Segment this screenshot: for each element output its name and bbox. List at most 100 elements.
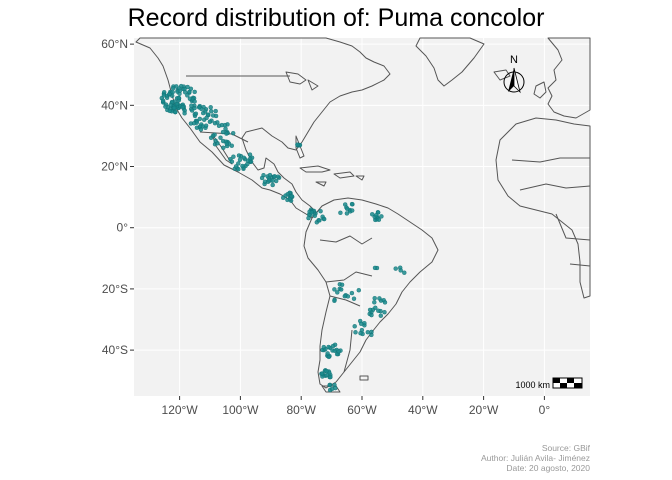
iceland-outline	[493, 69, 511, 81]
occurrence-point	[240, 163, 245, 169]
occurrence-point	[370, 212, 375, 217]
occurrence-point	[163, 104, 168, 109]
occurrence-point	[373, 305, 378, 310]
occurrence-point	[374, 212, 379, 218]
north-arrow: N	[503, 54, 525, 94]
occurrence-point	[197, 116, 203, 122]
occurrence-point	[196, 105, 202, 110]
occurrence-point	[236, 161, 241, 166]
occurrence-point	[349, 201, 355, 207]
scale-bar-segment	[574, 383, 582, 388]
occurrence-point	[161, 93, 167, 98]
occurrence-point	[236, 153, 242, 158]
occurrence-point	[231, 154, 236, 159]
occurrence-point	[342, 294, 347, 299]
occurrence-point	[198, 127, 204, 132]
occurrence-point	[377, 296, 382, 301]
scale-bar-label: 1000 km	[515, 380, 550, 390]
occurrence-point	[173, 109, 178, 115]
y-tick-label: 40°N	[101, 98, 128, 112]
occurrence-point	[185, 93, 190, 98]
occurrence-point	[210, 133, 216, 139]
occurrence-point	[207, 119, 213, 125]
occurrence-point	[224, 141, 230, 147]
occurrence-point	[382, 300, 388, 305]
x-tick-label: 60°W	[347, 403, 377, 417]
occurrence-point	[221, 145, 226, 151]
occurrence-point	[349, 290, 355, 296]
scale-bar-segment	[553, 378, 560, 383]
occurrence-point	[247, 152, 253, 157]
x-tick-label: 80°W	[286, 403, 316, 417]
occurrence-point	[193, 111, 199, 116]
occurrence-point	[339, 287, 344, 292]
occurrence-point	[182, 111, 187, 116]
occurrence-point	[167, 108, 173, 114]
occurrence-point	[359, 321, 364, 326]
occurrence-point	[191, 120, 197, 126]
occurrence-point	[376, 217, 382, 222]
africa-outline	[495, 117, 591, 299]
occurrence-point	[369, 329, 374, 335]
occurrence-point	[326, 344, 331, 350]
occurrence-point	[241, 155, 247, 161]
y-tick-label: 20°S	[102, 282, 128, 296]
occurrence-points	[159, 83, 407, 393]
occurrence-point	[351, 296, 357, 301]
occurrence-point	[319, 371, 325, 376]
occurrence-point	[330, 343, 336, 349]
occurrence-point	[189, 108, 195, 113]
map-caption: Source: GBif Author: Julián Avila- Jimén…	[481, 443, 590, 473]
occurrence-point	[259, 175, 265, 181]
occurrence-point	[236, 166, 241, 172]
scale-bar: 1000 km	[515, 377, 583, 390]
occurrence-point	[237, 157, 243, 163]
occurrence-point	[402, 270, 407, 275]
caption-author: Author: Julián Avila- Jiménez	[481, 453, 590, 463]
africa-borders	[511, 157, 591, 267]
occurrence-point	[171, 105, 177, 111]
occurrence-point	[274, 178, 279, 184]
occurrence-point	[229, 159, 235, 164]
occurrence-point	[213, 108, 218, 114]
occurrence-point	[194, 125, 200, 130]
great-lakes-outline	[285, 71, 319, 91]
occurrence-point	[213, 113, 219, 119]
occurrence-point	[212, 120, 218, 126]
occurrence-point	[398, 268, 403, 273]
occurrence-point	[182, 86, 187, 92]
x-tick-label: 20°W	[469, 403, 499, 417]
occurrence-point	[213, 138, 218, 143]
occurrence-point	[309, 210, 314, 215]
occurrence-point	[230, 130, 236, 136]
x-tick-label: 100°W	[222, 403, 259, 417]
map-title: Record distribution of: Puma concolor	[127, 4, 545, 32]
y-tick-label: 60°N	[101, 37, 128, 51]
occurrence-point	[312, 213, 317, 219]
occurrence-point	[327, 382, 332, 388]
occurrence-point	[379, 214, 384, 219]
occurrence-point	[376, 308, 381, 313]
occurrence-point	[332, 298, 337, 303]
occurrence-point	[222, 122, 228, 128]
occurrence-point	[324, 368, 329, 374]
occurrence-point	[177, 88, 183, 93]
occurrence-point	[339, 282, 345, 287]
occurrence-point	[318, 208, 323, 214]
occurrence-point	[203, 123, 209, 128]
occurrence-point	[306, 215, 311, 221]
occurrence-point	[367, 307, 373, 313]
occurrence-point	[208, 109, 214, 114]
occurrence-point	[174, 101, 180, 107]
occurrence-point	[372, 300, 377, 305]
south-america-borders	[319, 235, 373, 373]
occurrence-point	[344, 211, 350, 216]
occurrence-point	[167, 91, 172, 97]
occurrence-point	[369, 312, 374, 318]
greenland-outline	[415, 37, 485, 87]
occurrence-point	[223, 126, 228, 131]
x-tick-label: 120°W	[162, 403, 199, 417]
occurrence-point	[275, 174, 281, 179]
occurrence-point	[336, 349, 341, 354]
occurrence-point	[324, 372, 329, 378]
